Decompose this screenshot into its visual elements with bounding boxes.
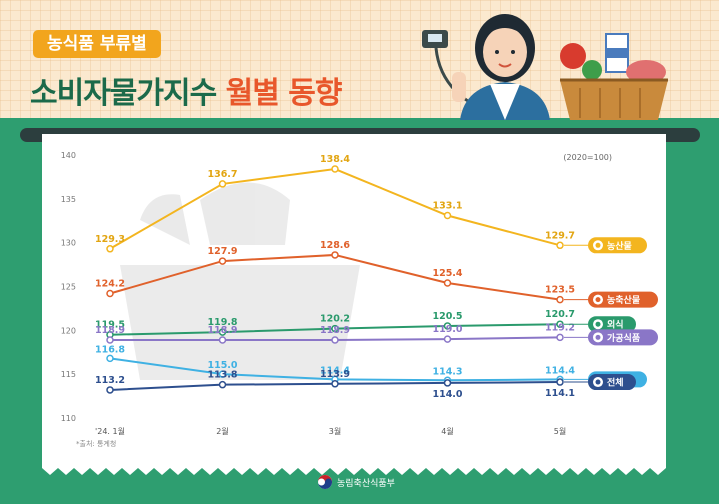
- legend-pill: [588, 329, 658, 346]
- data-label: 114.4: [545, 365, 575, 376]
- data-label: 127.9: [207, 246, 237, 257]
- data-label: 120.2: [320, 314, 350, 325]
- data-point: [106, 386, 114, 394]
- data-label: 113.8: [207, 370, 237, 381]
- data-point: [443, 211, 452, 220]
- data-point: [106, 289, 114, 298]
- data-point: [331, 380, 339, 388]
- category-tag: 농식품 부류별: [33, 30, 161, 58]
- x-tick-label: 2월: [216, 426, 228, 436]
- y-tick-label: 130: [61, 239, 76, 248]
- data-point: [218, 336, 227, 344]
- data-label: 116.8: [95, 344, 125, 355]
- data-point: [556, 241, 564, 250]
- legend-pill: [588, 291, 658, 308]
- ministry-name: 농림축산식품부: [337, 478, 395, 489]
- data-point: [556, 320, 564, 328]
- data-point: [106, 245, 114, 253]
- cashier-illustration: [422, 14, 668, 120]
- data-label: 119.5: [95, 320, 125, 331]
- x-tick-label: '24. 1월: [95, 426, 125, 436]
- data-label: 136.7: [207, 169, 237, 180]
- data-label: 118.9: [207, 325, 237, 336]
- y-tick-label: 140: [61, 151, 76, 160]
- data-label: 124.2: [95, 279, 125, 290]
- y-tick-label: 110: [61, 414, 76, 423]
- legend-label: 외식: [607, 319, 624, 331]
- data-label: 133.1: [432, 200, 462, 211]
- data-label: 115.0: [207, 360, 237, 371]
- legend-entry: 농산물: [564, 237, 647, 254]
- unit-note: (2020=100): [563, 153, 612, 162]
- grocery-basket-icon: [560, 33, 668, 120]
- data-label: 129.7: [545, 230, 575, 241]
- data-point: [443, 279, 452, 287]
- data-point: [218, 370, 227, 378]
- data-label: 113.2: [95, 375, 125, 386]
- basket-watermark-icon: [120, 182, 360, 380]
- data-label: 138.4: [320, 154, 350, 165]
- page-title: 소비자물가지수 월별 동향: [30, 68, 343, 112]
- y-tick-label: 135: [61, 195, 76, 204]
- legend-entry: 전체: [564, 374, 636, 391]
- title-main: 소비자물가지수: [30, 76, 217, 111]
- data-point: [443, 335, 452, 343]
- data-label: 119.0: [432, 324, 462, 335]
- data-label: 123.5: [545, 285, 575, 296]
- data-point: [331, 324, 339, 333]
- source-note: *출처: 통계청: [76, 439, 116, 448]
- data-label: 128.6: [320, 240, 350, 251]
- data-label: 113.9: [320, 369, 350, 380]
- title-accent: 월별 동향: [216, 76, 343, 111]
- data-point: [556, 333, 564, 342]
- x-tick-label: 5월: [554, 426, 566, 436]
- data-label: 129.3: [95, 234, 125, 245]
- cashier-person-icon: [452, 14, 550, 120]
- data-point: [443, 322, 452, 330]
- receipt-torn-edge: [42, 466, 666, 475]
- x-tick-label: 4월: [441, 426, 453, 436]
- data-label: 119.8: [207, 317, 237, 328]
- header-background: [0, 0, 719, 118]
- data-label: 120.5: [432, 311, 462, 322]
- data-point: [106, 336, 114, 344]
- legend-label: 농축산물: [607, 294, 640, 306]
- data-point: [331, 336, 339, 344]
- legend-entry: 농축산물: [564, 291, 658, 308]
- data-label: 114.0: [432, 389, 462, 400]
- x-tick-label: 3월: [329, 426, 341, 436]
- data-point: [331, 251, 339, 259]
- data-label: 118.9: [320, 325, 350, 336]
- data-label: 118.9: [95, 325, 125, 336]
- data-point: [556, 378, 564, 386]
- data-point: [443, 379, 452, 387]
- legend-pill: [588, 237, 647, 254]
- data-label: 119.2: [545, 322, 575, 333]
- ministry-logo: 농림축산식품부: [317, 474, 395, 490]
- y-tick-label: 125: [61, 283, 76, 292]
- data-point: [556, 295, 564, 304]
- legend-label: 농산물: [607, 240, 632, 252]
- data-point: [218, 380, 227, 389]
- legend-entry: 외식: [564, 316, 636, 333]
- legend-label: 가공식품: [607, 332, 640, 344]
- data-label: 114.4: [320, 365, 350, 376]
- data-point: [106, 354, 114, 363]
- data-label: 120.7: [545, 309, 575, 320]
- legend-label: 전체: [607, 377, 624, 389]
- data-point: [218, 180, 227, 188]
- y-tick-label: 120: [61, 326, 76, 335]
- data-label: 114.1: [545, 388, 575, 399]
- data-point: [218, 257, 227, 265]
- data-label: 125.4: [432, 268, 462, 279]
- legend-entry: 가공식품: [564, 329, 658, 346]
- data-point: [218, 328, 227, 336]
- y-tick-label: 115: [61, 370, 76, 379]
- taegeuk-logo-icon: [318, 475, 332, 489]
- data-label: 114.3: [432, 366, 462, 377]
- data-point: [331, 165, 339, 173]
